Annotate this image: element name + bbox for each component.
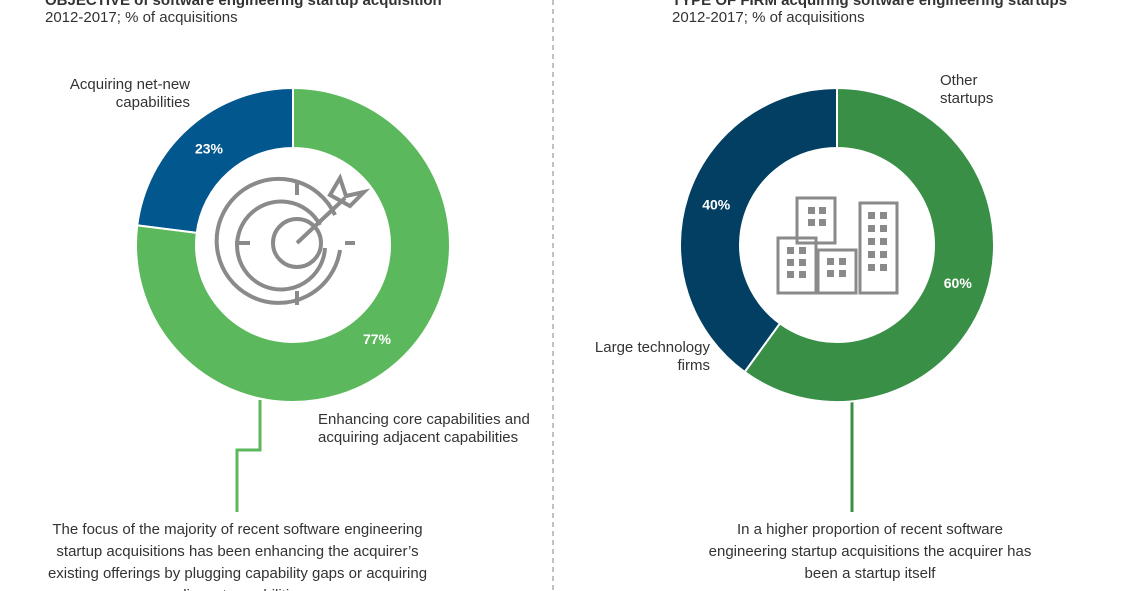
target-icon [214, 173, 371, 305]
category-label: Enhancing core capabilities and acquirin… [318, 411, 530, 446]
value-label: 60% [944, 275, 973, 291]
value-label: 23% [195, 140, 224, 156]
slice [679, 86, 838, 374]
value-label: 40% [702, 196, 731, 212]
annotation: In a higher proportion of recent softwar… [708, 521, 1032, 582]
slice [135, 86, 451, 403]
chart-title: TYPE OF FIRM acquiring software engineer… [672, 0, 1068, 9]
slice [743, 86, 995, 403]
category-label: Large technology firms [594, 339, 710, 374]
subtitle: 2012-2017; % of acquisitions [45, 9, 238, 26]
buildings-icon [776, 196, 899, 295]
category-label: Other startups [940, 72, 994, 107]
annotation: The focus of the majority of recent soft… [47, 521, 428, 591]
subtitle: 2012-2017; % of acquisitions [672, 9, 865, 26]
category-label: Acquiring net-new capabilities [69, 76, 190, 111]
value-label: 77% [363, 331, 392, 347]
connector [235, 400, 262, 512]
chart-title: OBJECTIVE of software engineering startu… [45, 0, 442, 9]
